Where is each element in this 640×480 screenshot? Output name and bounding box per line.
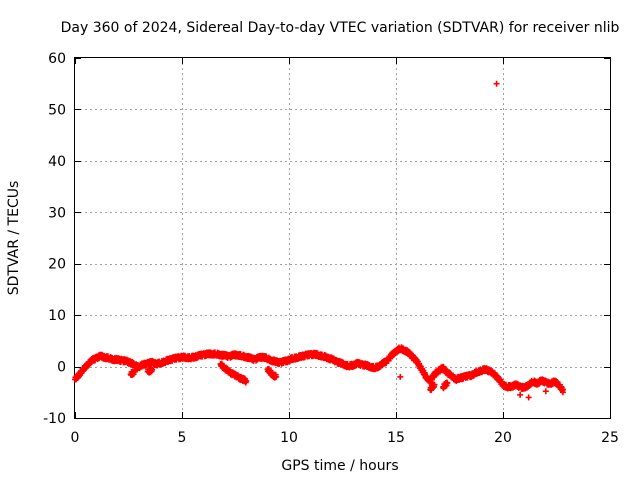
data-point	[559, 386, 566, 393]
data-point	[517, 391, 524, 398]
y-tick-label: -10	[43, 411, 66, 427]
x-tick-label: 0	[71, 430, 80, 446]
x-tick-label: 15	[387, 430, 405, 446]
y-tick-label: 10	[48, 308, 66, 324]
data-point	[131, 367, 138, 374]
data-point	[493, 80, 500, 87]
x-axis-label: GPS time / hours	[281, 458, 398, 474]
chart-title: Day 360 of 2024, Sidereal Day-to-day VTE…	[61, 20, 620, 36]
axis-tick-labels: 0 5 10 15 20 25 -10 0 10 20 30 40 50 60	[43, 51, 619, 446]
y-tick-label: 30	[48, 205, 66, 221]
y-tick-label: 40	[48, 154, 66, 170]
data-point	[148, 368, 155, 375]
y-tick-label: 20	[48, 257, 66, 273]
data-point	[397, 373, 404, 380]
y-tick-label: 0	[57, 360, 66, 376]
x-tick-label: 5	[178, 430, 187, 446]
x-tick-label: 20	[494, 430, 512, 446]
data-point	[542, 388, 549, 395]
plot-frame	[74, 57, 611, 419]
y-axis-label: SDTVAR / TECUs	[6, 181, 22, 296]
axis-ticks	[75, 58, 611, 419]
data-point	[272, 371, 279, 378]
data-point	[431, 383, 438, 390]
y-tick-label: 60	[48, 51, 66, 67]
y-tick-label: 50	[48, 102, 66, 118]
x-tick-label: 10	[280, 430, 298, 446]
data-points	[72, 80, 566, 401]
grid-lines	[75, 58, 610, 418]
data-point	[443, 379, 450, 386]
x-tick-label: 25	[601, 430, 619, 446]
data-point	[525, 394, 532, 401]
data-point	[242, 379, 249, 386]
